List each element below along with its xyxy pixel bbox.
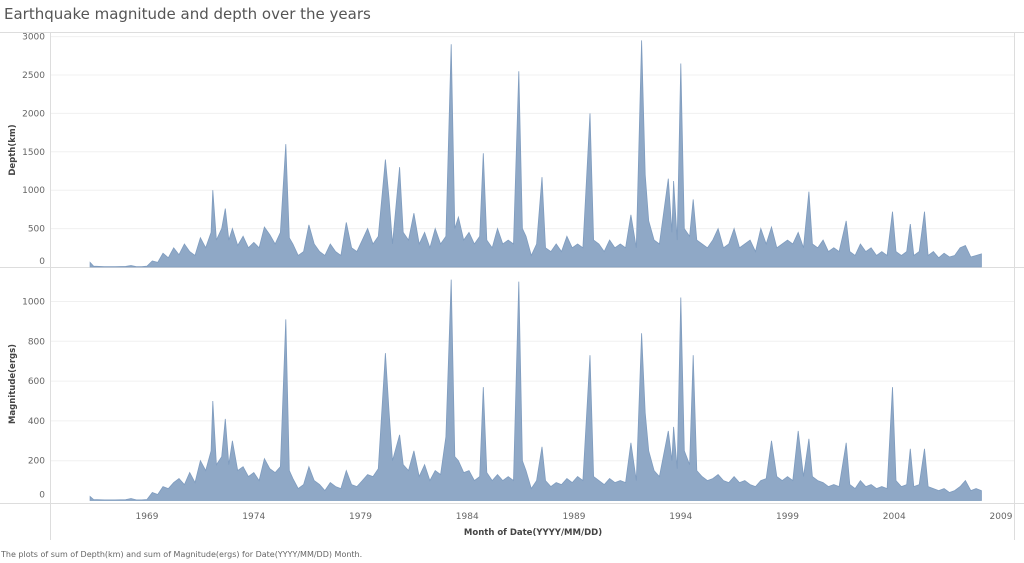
chart-caption: The plots of sum of Depth(km) and sum of… xyxy=(1,550,363,559)
magnitude-y-tick-label: 600 xyxy=(28,377,45,387)
x-tick-label: 1989 xyxy=(563,512,586,522)
x-tick-label: 1999 xyxy=(776,512,799,522)
depth-area xyxy=(89,40,982,268)
depth-y-tick-label: 500 xyxy=(28,225,45,235)
depth-y-axis-title: Depth(km) xyxy=(8,124,18,175)
magnitude-area xyxy=(89,279,982,501)
depth-y-tick-label: 2500 xyxy=(22,71,45,81)
depth-y-tick-label: 3000 xyxy=(22,33,45,43)
magnitude-y-axis-title: Magnitude(ergs) xyxy=(8,344,18,424)
x-tick-label: 1974 xyxy=(242,512,265,522)
depth-y-tick-label: 1000 xyxy=(22,186,45,196)
magnitude-y-tick-label: 400 xyxy=(28,417,45,427)
depth-y-tick-label: 1500 xyxy=(22,148,45,158)
x-tick-label: 1969 xyxy=(136,512,159,522)
magnitude-y-tick-label: 200 xyxy=(28,457,45,467)
magnitude-y-tick-label: 800 xyxy=(28,337,45,347)
x-tick-label: 2009 xyxy=(990,512,1013,522)
depth-y-tick-label: 2000 xyxy=(22,109,45,119)
magnitude-y-tick-label: 1000 xyxy=(22,298,45,308)
chart-title: Earthquake magnitude and depth over the … xyxy=(4,5,371,23)
depth-y-tick-label: 0 xyxy=(39,257,45,267)
x-tick-label: 1979 xyxy=(349,512,372,522)
x-tick-label: 1984 xyxy=(456,512,479,522)
x-axis-title: Month of Date(YYYY/MM/DD) xyxy=(464,528,602,538)
x-tick-label: 2004 xyxy=(883,512,906,522)
magnitude-y-tick-label: 0 xyxy=(39,491,45,501)
x-tick-label: 1994 xyxy=(669,512,692,522)
